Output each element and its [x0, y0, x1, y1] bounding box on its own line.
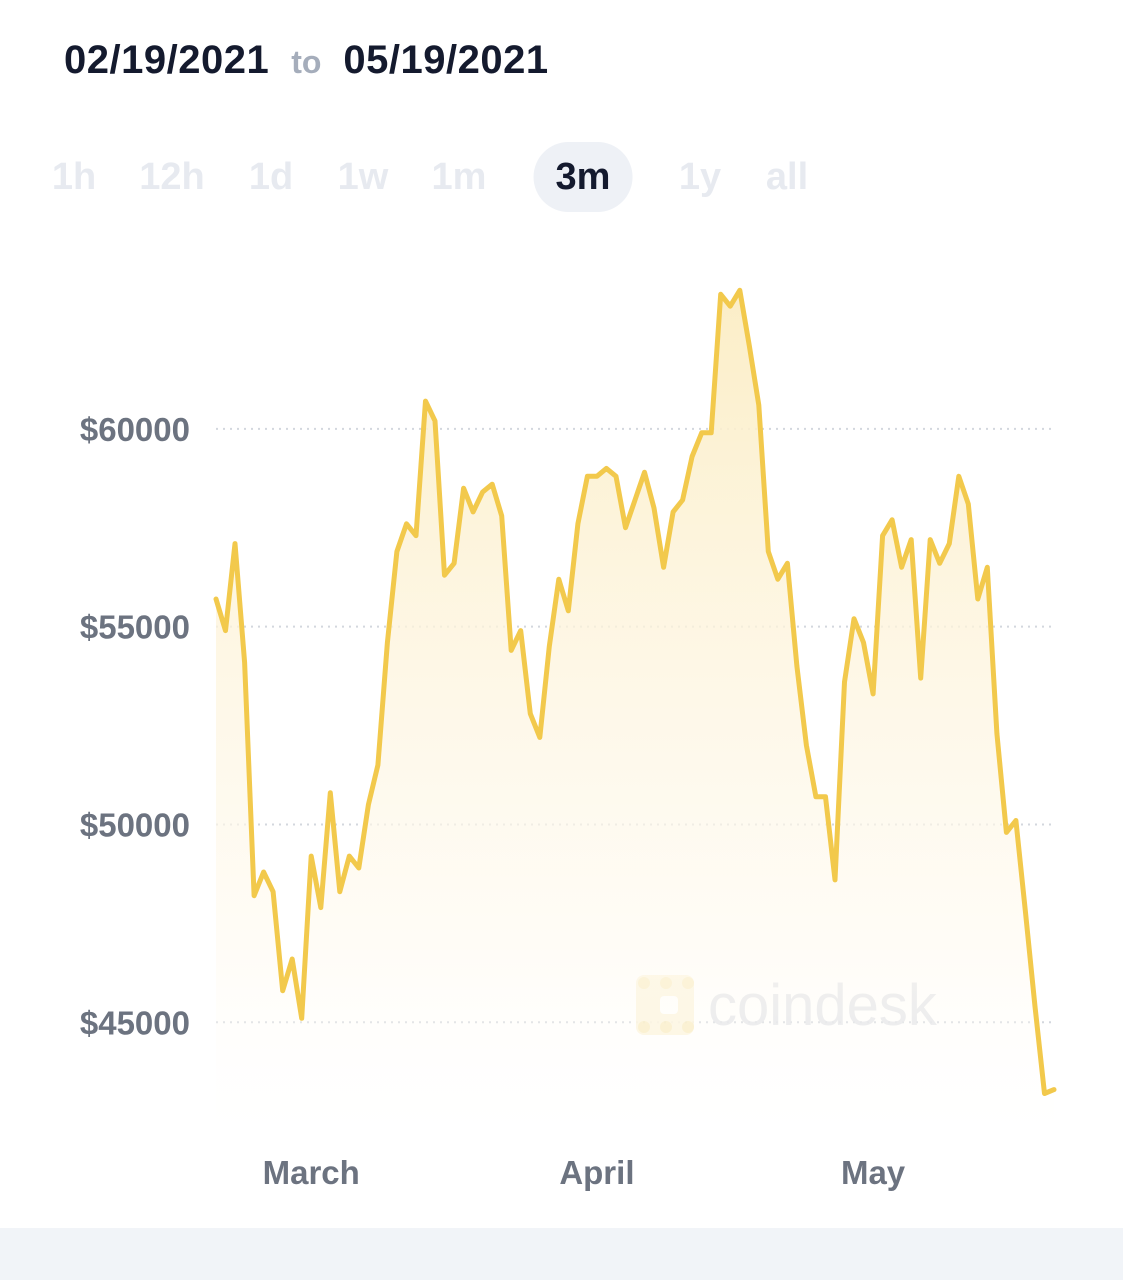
price-area: [216, 290, 1054, 1160]
range-1y[interactable]: 1y: [678, 156, 722, 198]
y-tick-label: $55000: [80, 609, 190, 646]
y-tick-label: $60000: [80, 411, 190, 448]
date-separator: to: [291, 44, 322, 80]
x-axis: March April May: [263, 1154, 906, 1191]
range-1m[interactable]: 1m: [431, 156, 487, 198]
range-1d[interactable]: 1d: [248, 156, 294, 198]
y-axis: $45000 $50000 $55000 $60000: [80, 411, 190, 1041]
price-line[interactable]: [213, 287, 1057, 1096]
range-12h[interactable]: 12h: [139, 156, 205, 198]
range-3m[interactable]: 3m: [533, 142, 633, 212]
range-1w[interactable]: 1w: [337, 156, 389, 198]
x-tick-label: March: [263, 1154, 360, 1191]
footer-bar: [0, 1228, 1123, 1280]
price-chart[interactable]: coindesk $45000$50000$55000$60000 MarchA…: [0, 0, 1123, 1228]
range-1h[interactable]: 1h: [51, 156, 97, 198]
x-tick-label: May: [841, 1154, 906, 1191]
y-tick-label: $45000: [80, 1004, 190, 1041]
end-date[interactable]: 05/19/2021: [343, 38, 549, 82]
time-range-selector: 1h 12h 1d 1w 1m 3m 1y all: [0, 142, 1123, 218]
range-all[interactable]: all: [765, 156, 809, 198]
start-date[interactable]: 02/19/2021: [64, 38, 270, 82]
x-tick-label: April: [559, 1154, 634, 1191]
date-range: 02/19/2021 to 05/19/2021: [64, 38, 549, 83]
y-tick-label: $50000: [80, 806, 190, 843]
